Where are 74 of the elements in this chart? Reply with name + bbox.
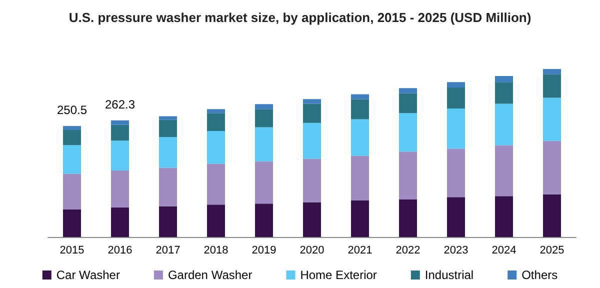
bar [111, 124, 129, 141]
bar [63, 130, 81, 146]
x-tick-label: 2022 [396, 244, 420, 256]
bar [447, 87, 465, 108]
bar [303, 99, 321, 104]
annotation: 262.3 [104, 97, 136, 112]
bar [111, 140, 129, 170]
bar [351, 200, 369, 237]
bar [207, 164, 225, 205]
legend-label: Garden Washer [168, 268, 252, 282]
bar [399, 93, 417, 114]
bar [543, 74, 561, 98]
legend-label: Others [522, 268, 558, 282]
bar [207, 204, 225, 237]
bar [207, 130, 225, 164]
x-tick-label: 2016 [108, 244, 132, 256]
bar [495, 82, 513, 104]
bar [447, 82, 465, 88]
bar [207, 109, 225, 114]
bar [111, 207, 129, 237]
bar [303, 104, 321, 123]
bar [63, 209, 81, 237]
bar [159, 137, 177, 168]
bar [255, 204, 273, 237]
bar [399, 199, 417, 237]
bar [255, 127, 273, 162]
bar [543, 69, 561, 74]
x-tick-label: 2021 [348, 244, 372, 256]
x-tick-label: 2019 [252, 244, 276, 256]
bar [447, 148, 465, 198]
bar [495, 76, 513, 82]
x-tick-label: 2018 [204, 244, 228, 256]
bar [255, 109, 273, 128]
bar [63, 145, 81, 174]
bar [303, 158, 321, 202]
legend-label: Home Exterior [300, 268, 377, 282]
bar [543, 98, 561, 141]
bar [495, 104, 513, 146]
bar [111, 120, 129, 125]
legend-label: Car Washer [56, 268, 120, 282]
annotation: 250.5 [56, 102, 88, 117]
bar [111, 170, 129, 208]
x-tick-label: 2017 [156, 244, 180, 256]
bar [159, 120, 177, 138]
bar [495, 145, 513, 196]
bar [159, 116, 177, 120]
bar [351, 94, 369, 100]
bar [159, 206, 177, 237]
bar [399, 152, 417, 200]
bar [159, 168, 177, 206]
bar [303, 122, 321, 159]
legend-label: Industrial [424, 268, 474, 282]
bar [255, 104, 273, 110]
bar [447, 108, 465, 149]
bar [399, 113, 417, 152]
bar [543, 194, 561, 237]
bar [351, 99, 369, 120]
x-tick-label: 2020 [300, 244, 324, 256]
bar [63, 174, 81, 210]
bar [399, 88, 417, 94]
bar [207, 113, 225, 131]
bar [495, 196, 513, 237]
x-tick-label: 2015 [60, 244, 84, 256]
x-tick-label: 2023 [444, 244, 468, 256]
bar [351, 156, 369, 201]
x-tick-label: 2025 [540, 244, 564, 256]
bar [303, 202, 321, 237]
bar [543, 140, 561, 194]
bar [255, 161, 273, 204]
bar [63, 126, 81, 130]
chart-title: U.S. pressure washer market size, by application, 2015 - 2025 (USD Million) [68, 10, 532, 25]
bar [447, 197, 465, 237]
bar [351, 119, 369, 156]
x-tick-label: 2024 [492, 244, 516, 256]
